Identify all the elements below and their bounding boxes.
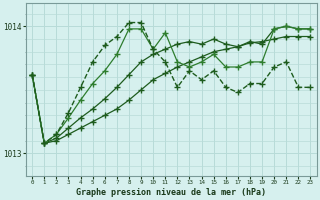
X-axis label: Graphe pression niveau de la mer (hPa): Graphe pression niveau de la mer (hPa) [76,188,266,197]
